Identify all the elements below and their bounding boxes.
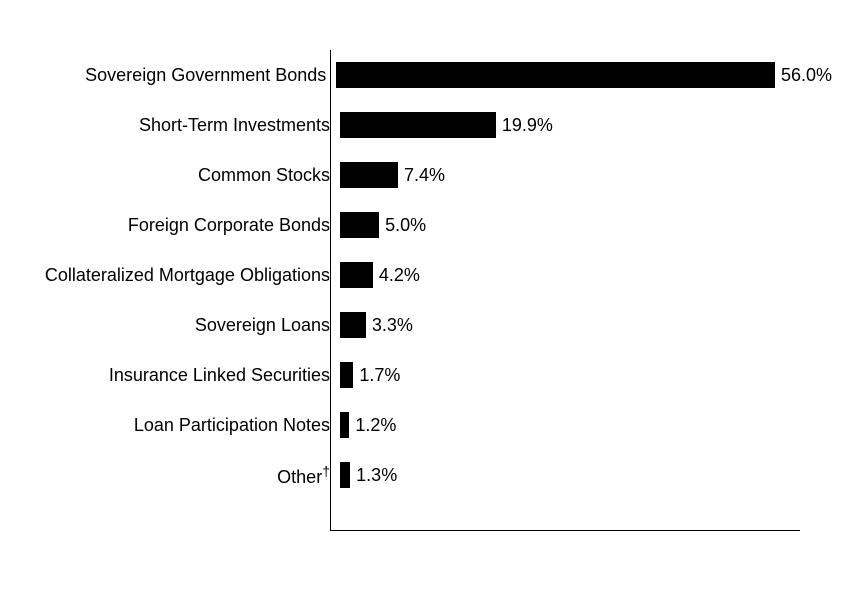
chart-row: Collateralized Mortgage Obligations 4.2% bbox=[20, 250, 832, 300]
bar bbox=[340, 262, 373, 288]
chart-row: Foreign Corporate Bonds 5.0% bbox=[20, 200, 832, 250]
value-label: 1.3% bbox=[356, 465, 397, 486]
value-label: 19.9% bbox=[502, 115, 553, 136]
bar-area: 1.3% bbox=[340, 450, 832, 500]
value-label: 56.0% bbox=[781, 65, 832, 86]
chart-row: Insurance Linked Securities 1.7% bbox=[20, 350, 832, 400]
bar-area: 1.2% bbox=[340, 400, 832, 450]
bar bbox=[340, 312, 366, 338]
value-label: 4.2% bbox=[379, 265, 420, 286]
category-label: Other† bbox=[20, 463, 340, 488]
bar-area: 7.4% bbox=[340, 150, 832, 200]
chart-row: Sovereign Loans 3.3% bbox=[20, 300, 832, 350]
category-label: Short-Term Investments bbox=[20, 115, 340, 136]
x-axis-line bbox=[330, 530, 800, 531]
category-label: Collateralized Mortgage Obligations bbox=[20, 265, 340, 286]
category-label: Sovereign Loans bbox=[20, 315, 340, 336]
value-label: 1.7% bbox=[359, 365, 400, 386]
chart-row: Short-Term Investments 19.9% bbox=[20, 100, 832, 150]
bar bbox=[336, 62, 775, 88]
bar bbox=[340, 212, 379, 238]
bar bbox=[340, 112, 496, 138]
bar-area: 1.7% bbox=[340, 350, 832, 400]
dagger-icon: † bbox=[322, 463, 330, 479]
bar-chart: Sovereign Government Bonds 56.0% Short-Ter… bbox=[20, 50, 832, 550]
bar bbox=[340, 162, 398, 188]
y-axis-line bbox=[330, 50, 331, 530]
chart-row: Other† 1.3% bbox=[20, 450, 832, 500]
value-label: 3.3% bbox=[372, 315, 413, 336]
bar-area: 4.2% bbox=[340, 250, 832, 300]
value-label: 7.4% bbox=[404, 165, 445, 186]
bar-area: 56.0% bbox=[336, 50, 832, 100]
category-label: Insurance Linked Securities bbox=[20, 365, 340, 386]
bar-area: 19.9% bbox=[340, 100, 832, 150]
bar bbox=[340, 412, 349, 438]
bar-area: 5.0% bbox=[340, 200, 832, 250]
bar bbox=[340, 362, 353, 388]
category-label: Sovereign Government Bonds bbox=[20, 65, 336, 86]
value-label: 5.0% bbox=[385, 215, 426, 236]
bar bbox=[340, 462, 350, 488]
category-label: Common Stocks bbox=[20, 165, 340, 186]
category-label: Loan Participation Notes bbox=[20, 415, 340, 436]
chart-row: Loan Participation Notes 1.2% bbox=[20, 400, 832, 450]
chart-row: Common Stocks 7.4% bbox=[20, 150, 832, 200]
category-label: Foreign Corporate Bonds bbox=[20, 215, 340, 236]
bar-area: 3.3% bbox=[340, 300, 832, 350]
chart-row: Sovereign Government Bonds 56.0% bbox=[20, 50, 832, 100]
value-label: 1.2% bbox=[355, 415, 396, 436]
